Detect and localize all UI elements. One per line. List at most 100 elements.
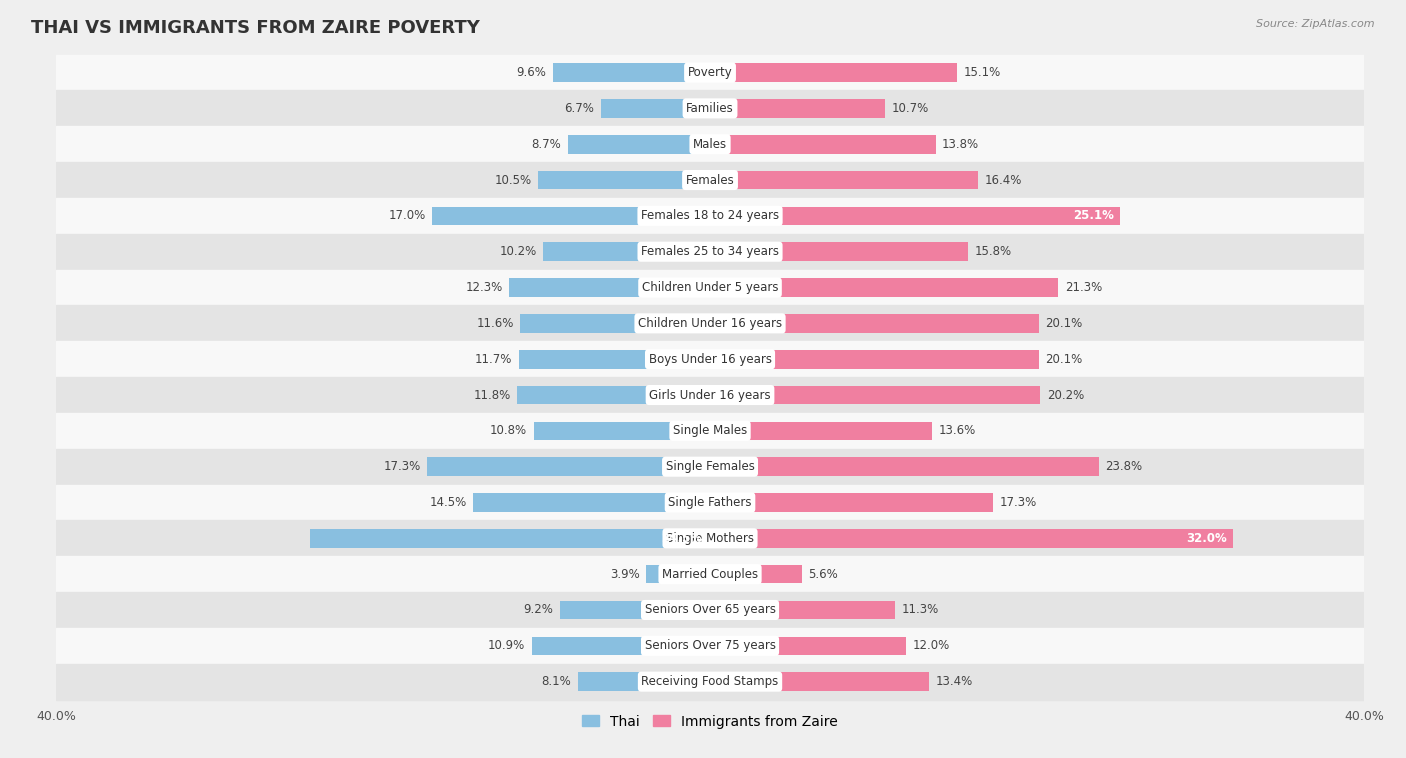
Bar	[710, 278, 1059, 297]
Text: Females: Females	[686, 174, 734, 186]
Bar	[531, 637, 710, 655]
Text: Females 25 to 34 years: Females 25 to 34 years	[641, 245, 779, 258]
Bar	[56, 55, 1364, 90]
Bar	[56, 270, 1364, 305]
Text: Families: Families	[686, 102, 734, 115]
Bar	[56, 305, 1364, 341]
Text: Females 18 to 24 years: Females 18 to 24 years	[641, 209, 779, 222]
Bar	[710, 457, 1099, 476]
Bar	[56, 377, 1364, 413]
Bar	[710, 600, 894, 619]
Bar	[56, 556, 1364, 592]
Bar	[578, 672, 710, 691]
Text: 12.3%: 12.3%	[465, 281, 502, 294]
Text: 5.6%: 5.6%	[808, 568, 838, 581]
Text: 10.9%: 10.9%	[488, 639, 526, 653]
Bar	[472, 493, 710, 512]
Bar	[647, 565, 710, 584]
Bar	[432, 207, 710, 225]
Text: 10.8%: 10.8%	[489, 424, 527, 437]
Text: Poverty: Poverty	[688, 66, 733, 79]
Bar	[560, 600, 710, 619]
Bar	[56, 198, 1364, 233]
Bar	[56, 521, 1364, 556]
Text: Single Mothers: Single Mothers	[666, 532, 754, 545]
Text: 13.6%: 13.6%	[939, 424, 976, 437]
Text: 17.0%: 17.0%	[388, 209, 426, 222]
Text: 8.1%: 8.1%	[541, 675, 571, 688]
Bar	[56, 484, 1364, 521]
Bar	[538, 171, 710, 190]
Bar	[56, 628, 1364, 664]
Bar	[710, 99, 884, 117]
Bar	[56, 413, 1364, 449]
Bar	[710, 243, 969, 261]
Text: Girls Under 16 years: Girls Under 16 years	[650, 389, 770, 402]
Bar	[56, 664, 1364, 700]
Text: 9.6%: 9.6%	[517, 66, 547, 79]
Text: 11.3%: 11.3%	[901, 603, 939, 616]
Bar	[519, 350, 710, 368]
Text: 21.3%: 21.3%	[1064, 281, 1102, 294]
Bar	[710, 637, 905, 655]
Bar	[710, 386, 1040, 404]
Bar	[520, 314, 710, 333]
Text: 11.6%: 11.6%	[477, 317, 515, 330]
Text: Children Under 16 years: Children Under 16 years	[638, 317, 782, 330]
Text: Married Couples: Married Couples	[662, 568, 758, 581]
Text: 12.0%: 12.0%	[912, 639, 950, 653]
Text: 23.8%: 23.8%	[1105, 460, 1143, 473]
Text: 10.2%: 10.2%	[499, 245, 537, 258]
Bar	[56, 90, 1364, 127]
Text: THAI VS IMMIGRANTS FROM ZAIRE POVERTY: THAI VS IMMIGRANTS FROM ZAIRE POVERTY	[31, 19, 479, 37]
Bar	[710, 207, 1121, 225]
Text: Boys Under 16 years: Boys Under 16 years	[648, 352, 772, 365]
Text: 13.4%: 13.4%	[935, 675, 973, 688]
Text: 13.8%: 13.8%	[942, 138, 979, 151]
Text: Source: ZipAtlas.com: Source: ZipAtlas.com	[1257, 19, 1375, 29]
Text: Seniors Over 75 years: Seniors Over 75 years	[644, 639, 776, 653]
Text: 11.7%: 11.7%	[475, 352, 512, 365]
Text: 25.1%: 25.1%	[1073, 209, 1114, 222]
Text: 20.1%: 20.1%	[1045, 317, 1083, 330]
Text: 15.8%: 15.8%	[974, 245, 1012, 258]
Text: Single Fathers: Single Fathers	[668, 496, 752, 509]
Bar	[56, 449, 1364, 484]
Bar	[600, 99, 710, 117]
Text: Single Females: Single Females	[665, 460, 755, 473]
Bar	[309, 529, 710, 547]
Bar	[710, 63, 957, 82]
Bar	[568, 135, 710, 154]
Text: 10.7%: 10.7%	[891, 102, 929, 115]
Bar	[56, 127, 1364, 162]
Text: Males: Males	[693, 138, 727, 151]
Text: 10.5%: 10.5%	[495, 174, 531, 186]
Text: Receiving Food Stamps: Receiving Food Stamps	[641, 675, 779, 688]
Text: 15.1%: 15.1%	[963, 66, 1001, 79]
Bar	[710, 529, 1233, 547]
Text: 20.2%: 20.2%	[1046, 389, 1084, 402]
Legend: Thai, Immigrants from Zaire: Thai, Immigrants from Zaire	[576, 709, 844, 734]
Bar	[517, 386, 710, 404]
Text: 24.5%: 24.5%	[661, 532, 702, 545]
Text: 17.3%: 17.3%	[1000, 496, 1036, 509]
Text: Single Males: Single Males	[673, 424, 747, 437]
Bar	[710, 350, 1039, 368]
Bar	[509, 278, 710, 297]
Bar	[56, 592, 1364, 628]
Bar	[533, 421, 710, 440]
Bar	[710, 135, 935, 154]
Bar	[710, 314, 1039, 333]
Bar	[427, 457, 710, 476]
Bar	[553, 63, 710, 82]
Text: 9.2%: 9.2%	[523, 603, 553, 616]
Bar	[56, 233, 1364, 270]
Text: Seniors Over 65 years: Seniors Over 65 years	[644, 603, 776, 616]
Text: 20.1%: 20.1%	[1045, 352, 1083, 365]
Text: 3.9%: 3.9%	[610, 568, 640, 581]
Text: 17.3%: 17.3%	[384, 460, 420, 473]
Text: 8.7%: 8.7%	[531, 138, 561, 151]
Bar	[710, 421, 932, 440]
Text: 6.7%: 6.7%	[564, 102, 593, 115]
Bar	[710, 565, 801, 584]
